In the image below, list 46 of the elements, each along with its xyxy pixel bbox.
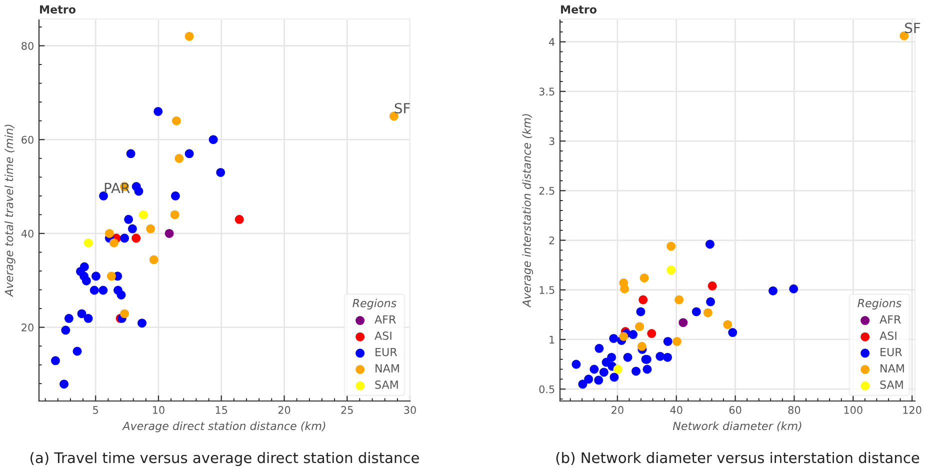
legend-label: EUR (376, 348, 398, 356)
x-tick-label: 30 (404, 406, 416, 414)
legend-label: ASI (374, 332, 392, 340)
annotation: SF (905, 22, 920, 34)
annotation: SF (394, 102, 410, 114)
text: (a) Travel time versus average direct station distance (30, 452, 419, 466)
legend-label: AFR (880, 315, 901, 324)
x-axis-title: Average direct station distance (km) (122, 422, 326, 432)
x-tick-label: 60 (729, 406, 742, 414)
x-tick-label: 10 (152, 406, 164, 414)
legend-label: NAM (376, 364, 399, 372)
y-tick-label: 4 (549, 38, 555, 46)
y-tick-label: 1 (550, 336, 554, 344)
y-tick-label: 3 (549, 137, 554, 146)
y-tick-label: 20 (22, 324, 34, 332)
x-tick-label: 25 (341, 406, 353, 414)
y-axis-title: Average interstation distance (km) (522, 114, 534, 308)
legend-label: ASI (880, 332, 896, 340)
legend-label: SAM (375, 380, 398, 389)
chart-title: Metro (40, 5, 76, 14)
y-tick-label: 2 (549, 236, 554, 244)
x-tick-label: 20 (278, 406, 290, 414)
x-tick-label: 120 (903, 406, 922, 414)
x-tick-label: 80 (788, 406, 800, 414)
y-tick-label: 60 (22, 136, 34, 144)
legend-title: Regions (352, 298, 396, 310)
x-tick-label: 20 (612, 406, 624, 414)
legend-label: SAM (880, 380, 903, 389)
x-axis-title: Network diameter (km) (672, 422, 802, 432)
x-tick-label: 40 (670, 406, 682, 414)
y-tick-label: 0.5 (539, 385, 554, 394)
y-tick-label: 80 (22, 42, 34, 50)
chart-title: Metro (561, 5, 597, 14)
x-tick-label: 15 (216, 406, 228, 414)
y-tick-label: 1.5 (540, 286, 554, 294)
legend-label: AFR (374, 315, 396, 324)
y-tick-label: 2.5 (539, 186, 554, 195)
y-axis-title: Average total travel time (min) (4, 124, 16, 297)
y-tick-label: 40 (21, 230, 34, 238)
legend-label: NAM (880, 364, 904, 372)
y-tick-label: 3.5 (539, 88, 554, 96)
legend-title: Regions (858, 298, 902, 310)
x-tick-label: 100 (844, 406, 862, 414)
text: (b) Network diameter versus interstation distance (556, 452, 920, 465)
legend-label: EUR (880, 348, 902, 356)
x-tick-label: 5 (93, 406, 98, 414)
